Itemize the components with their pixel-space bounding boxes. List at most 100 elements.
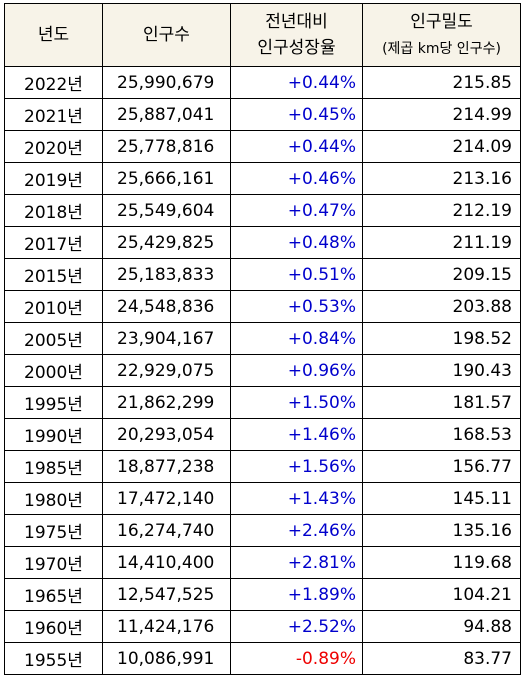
header-density: 인구밀도 (제곱 km당 인구수): [362, 3, 521, 67]
population-cell: 25,183,833: [102, 258, 231, 291]
header-density-line1: 인구밀도: [410, 11, 473, 32]
population-cell: 12,547,525: [102, 578, 231, 611]
population-cell: 11,424,176: [102, 610, 231, 643]
density-cell: 203.88: [362, 290, 521, 323]
table-row: 2018년 25,549,604 +0.47% 212.19: [4, 194, 521, 227]
year-cell: 2000년: [4, 354, 103, 387]
growth-cell: +0.45%: [230, 98, 363, 131]
table-row: 1970년 14,410,400 +2.81% 119.68: [4, 546, 521, 579]
growth-cell: +0.84%: [230, 322, 363, 355]
year-cell: 1995년: [4, 386, 103, 419]
table-row: 2017년 25,429,825 +0.48% 211.19: [4, 226, 521, 259]
density-cell: 214.99: [362, 98, 521, 131]
table-row: 1965년 12,547,525 +1.89% 104.21: [4, 578, 521, 611]
population-cell: 16,274,740: [102, 514, 231, 547]
year-cell: 2005년: [4, 322, 103, 355]
growth-cell: +0.96%: [230, 354, 363, 387]
year-cell: 2015년: [4, 258, 103, 291]
density-cell: 198.52: [362, 322, 521, 355]
growth-cell: +0.46%: [230, 162, 363, 195]
year-cell: 2022년: [4, 66, 103, 99]
population-cell: 24,548,836: [102, 290, 231, 323]
year-cell: 1975년: [4, 514, 103, 547]
table-row: 1985년 18,877,238 +1.56% 156.77: [4, 450, 521, 483]
growth-cell: +1.43%: [230, 482, 363, 515]
growth-cell: +2.46%: [230, 514, 363, 547]
header-growth: 전년대비 인구성장율: [230, 3, 363, 67]
growth-cell: +0.44%: [230, 66, 363, 99]
density-cell: 214.09: [362, 130, 521, 163]
population-cell: 10,086,991: [102, 642, 231, 675]
table-row: 1960년 11,424,176 +2.52% 94.88: [4, 610, 521, 643]
header-growth-line1: 전년대비: [265, 12, 328, 32]
density-cell: 135.16: [362, 514, 521, 547]
growth-cell: +1.50%: [230, 386, 363, 419]
growth-cell: +2.81%: [230, 546, 363, 579]
density-cell: 119.68: [362, 546, 521, 579]
table-row: 1975년 16,274,740 +2.46% 135.16: [4, 514, 521, 547]
table-row: 2022년 25,990,679 +0.44% 215.85: [4, 66, 521, 99]
growth-cell: +0.53%: [230, 290, 363, 323]
year-cell: 1980년: [4, 482, 103, 515]
growth-cell: +0.47%: [230, 194, 363, 227]
population-cell: 21,862,299: [102, 386, 231, 419]
table-row: 1990년 20,293,054 +1.46% 168.53: [4, 418, 521, 451]
population-cell: 25,666,161: [102, 162, 231, 195]
year-cell: 1960년: [4, 610, 103, 643]
year-cell: 2021년: [4, 98, 103, 131]
header-growth-line2: 인구성장율: [257, 38, 336, 58]
population-cell: 25,549,604: [102, 194, 231, 227]
density-cell: 181.57: [362, 386, 521, 419]
table-row: 1995년 21,862,299 +1.50% 181.57: [4, 386, 521, 419]
year-cell: 1965년: [4, 578, 103, 611]
population-cell: 25,778,816: [102, 130, 231, 163]
density-cell: 94.88: [362, 610, 521, 643]
header-year: 년도: [4, 3, 103, 67]
year-cell: 2017년: [4, 226, 103, 259]
growth-cell: +2.52%: [230, 610, 363, 643]
density-cell: 215.85: [362, 66, 521, 99]
population-cell: 17,472,140: [102, 482, 231, 515]
year-cell: 2018년: [4, 194, 103, 227]
density-cell: 156.77: [362, 450, 521, 483]
population-cell: 18,877,238: [102, 450, 231, 483]
year-cell: 1990년: [4, 418, 103, 451]
growth-cell: -0.89%: [230, 642, 363, 675]
population-cell: 20,293,054: [102, 418, 231, 451]
density-cell: 209.15: [362, 258, 521, 291]
growth-cell: +0.48%: [230, 226, 363, 259]
population-cell: 25,429,825: [102, 226, 231, 259]
year-cell: 2019년: [4, 162, 103, 195]
table-row: 1955년 10,086,991 -0.89% 83.77: [4, 642, 521, 675]
density-cell: 212.19: [362, 194, 521, 227]
population-cell: 23,904,167: [102, 322, 231, 355]
growth-cell: +1.56%: [230, 450, 363, 483]
header-density-line2: (제곱 km당 인구수): [382, 40, 501, 57]
table-row: 2000년 22,929,075 +0.96% 190.43: [4, 354, 521, 387]
header-population: 인구수: [102, 3, 231, 67]
table-row: 2015년 25,183,833 +0.51% 209.15: [4, 258, 521, 291]
year-cell: 1955년: [4, 642, 103, 675]
header-row: 년도 인구수 전년대비 인구성장율 인구밀도 (제곱 km당 인구수): [4, 3, 521, 67]
year-cell: 1985년: [4, 450, 103, 483]
growth-cell: +1.46%: [230, 418, 363, 451]
population-cell: 14,410,400: [102, 546, 231, 579]
density-cell: 190.43: [362, 354, 521, 387]
density-cell: 211.19: [362, 226, 521, 259]
density-cell: 83.77: [362, 642, 521, 675]
population-cell: 25,887,041: [102, 98, 231, 131]
table-row: 2005년 23,904,167 +0.84% 198.52: [4, 322, 521, 355]
table-row: 2020년 25,778,816 +0.44% 214.09: [4, 130, 521, 163]
density-cell: 213.16: [362, 162, 521, 195]
population-cell: 25,990,679: [102, 66, 231, 99]
growth-cell: +0.51%: [230, 258, 363, 291]
growth-cell: +0.44%: [230, 130, 363, 163]
table-row: 2010년 24,548,836 +0.53% 203.88: [4, 290, 521, 323]
table-body: 2022년 25,990,679 +0.44% 215.85 2021년 25,887,0…: [4, 66, 521, 675]
density-cell: 145.11: [362, 482, 521, 515]
table-row: 1980년 17,472,140 +1.43% 145.11: [4, 482, 521, 515]
population-table: 년도 인구수 전년대비 인구성장율 인구밀도 (제곱 km당 인구수) 2022…: [4, 3, 521, 675]
population-cell: 22,929,075: [102, 354, 231, 387]
table-row: 2021년 25,887,041 +0.45% 214.99: [4, 98, 521, 131]
year-cell: 2010년: [4, 290, 103, 323]
